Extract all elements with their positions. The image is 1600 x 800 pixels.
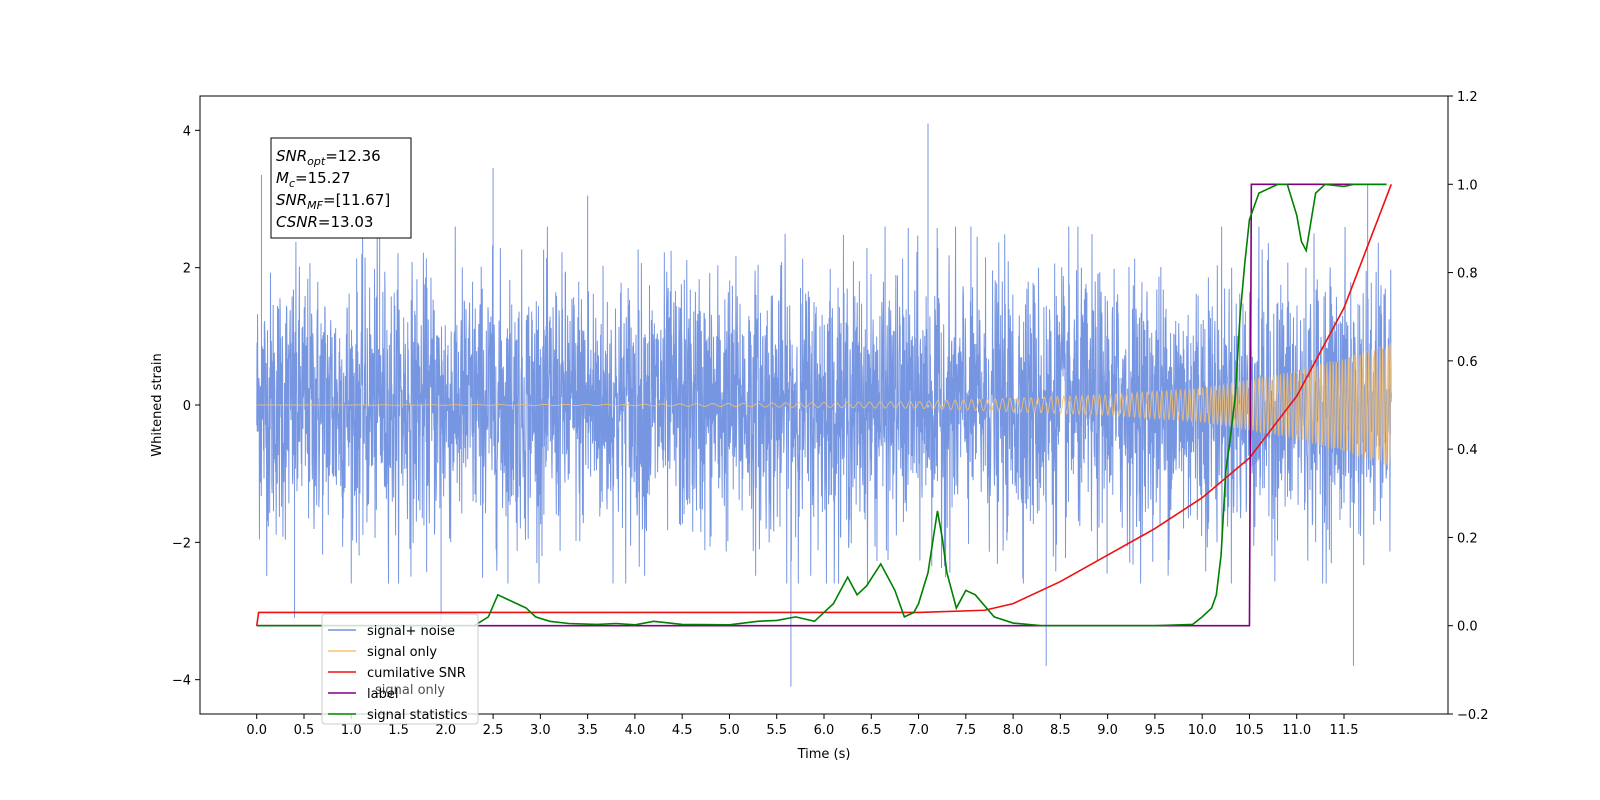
y-axis-label: Whitened strain [150,353,165,456]
series-signal-noise-line [256,123,1392,687]
x-tick-label: 5.5 [766,723,787,738]
legend-label: label [367,687,398,702]
y-axis-right: −0.2 0.0 0.2 0.4 0.6 0.8 1.0 1.2 [1448,90,1489,723]
x-tick-label: 10.0 [1188,723,1217,738]
annotation-box: SNRopt=12.36Mc=15.27SNRMF=[11.67]CSNR=13… [270,137,412,239]
x-tick-label: 2.5 [483,723,504,738]
x-tick-label: 2.0 [435,723,456,738]
x-tick-label: 4.5 [672,723,693,738]
x-axis: 0.0 0.5 1.0 1.5 2.0 2.5 3.0 3.5 4.0 4.5 5.0 5.5 6.0 6… [246,714,1358,738]
y2-tick-label: 1.2 [1457,90,1478,105]
legend-label: signal statistics [367,708,468,723]
legend-label: signal only [367,645,437,660]
series-label-line [256,183,1387,627]
y-axis-left: −4 −2 0 2 4 [172,124,200,689]
y2-tick-label: 0.8 [1457,267,1478,282]
x-tick-label: 8.5 [1050,723,1071,738]
y-tick-label: 4 [183,124,191,139]
series-signal-only-line [256,343,1392,465]
x-axis-label: Time (s) [797,747,851,762]
y2-tick-label: 1.0 [1457,178,1478,193]
y-tick-label: −2 [172,536,191,551]
x-tick-label: 11.0 [1282,723,1311,738]
x-tick-label: 7.0 [908,723,929,738]
x-tick-label: 6.0 [814,723,835,738]
x-tick-label: 0.5 [294,723,315,738]
x-tick-label: 10.5 [1235,723,1264,738]
series-layer [255,123,1393,687]
series-signal-statistics-line [256,183,1387,627]
x-tick-label: 0.0 [246,723,267,738]
legend-label: cumilative SNR [367,666,466,681]
annotation-line: CSNR=13.03 [276,213,373,231]
y-tick-label: 2 [183,262,191,277]
x-tick-label: 8.0 [1003,723,1024,738]
legend-label: signal+ noise [367,624,455,639]
legend: signal only signal+ noise signal only cumil… [321,613,479,725]
y-tick-label: 0 [183,399,191,414]
x-tick-label: 5.0 [719,723,740,738]
annotation-line: SNRopt=12.36 [276,147,381,168]
y2-tick-label: 0.0 [1457,620,1478,635]
annotation-line: SNRMF=[11.67] [276,191,390,212]
y-tick-label: −4 [172,674,191,689]
y2-tick-label: 0.6 [1457,355,1478,370]
series-cumilative-snr-line [255,184,1393,626]
x-tick-label: 6.5 [861,723,882,738]
y2-tick-label: −0.2 [1457,708,1489,723]
x-tick-label: 9.0 [1097,723,1118,738]
annotation-line: Mc=15.27 [276,169,351,190]
x-tick-label: 11.5 [1330,723,1359,738]
x-tick-label: 1.0 [341,723,362,738]
y2-tick-label: 0.2 [1457,531,1478,546]
x-tick-label: 7.5 [955,723,976,738]
x-tick-label: 3.5 [577,723,598,738]
y2-tick-label: 0.4 [1457,443,1478,458]
legend-overlap-text: signal only [375,683,445,698]
x-tick-label: 9.5 [1145,723,1166,738]
x-tick-label: 1.5 [388,723,409,738]
x-tick-label: 3.0 [530,723,551,738]
x-tick-label: 4.0 [625,723,646,738]
